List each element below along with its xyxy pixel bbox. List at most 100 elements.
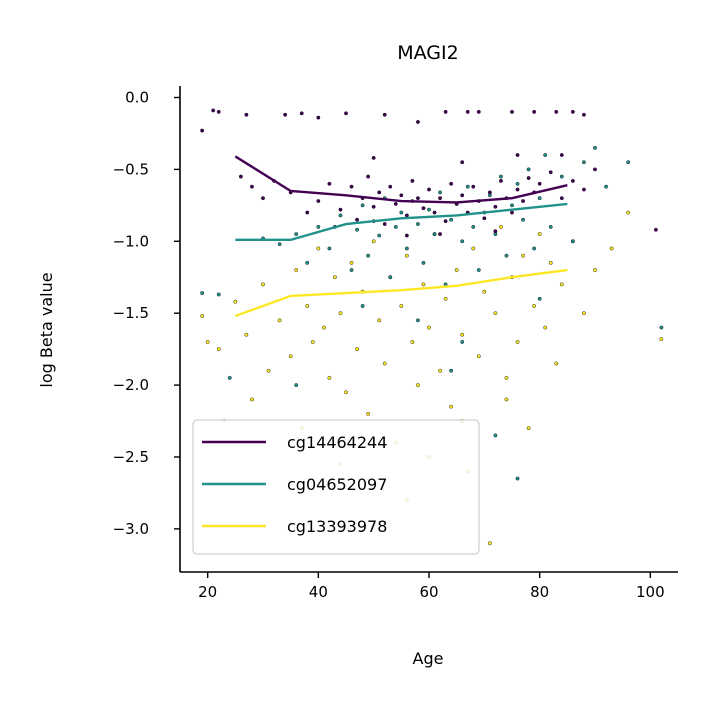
scatter-point xyxy=(366,174,371,179)
scatter-point xyxy=(404,233,409,238)
scatter-point xyxy=(316,246,321,251)
scatter-point xyxy=(377,190,382,195)
scatter-point xyxy=(382,361,387,366)
trend-line-cg13393978 xyxy=(234,268,568,318)
y-tick-label: −1.0 xyxy=(113,232,149,250)
scatter-point xyxy=(582,311,586,316)
scatter-point xyxy=(582,187,586,192)
scatter-point xyxy=(377,318,382,323)
scatter-point xyxy=(305,210,310,215)
scatter-point xyxy=(277,242,282,247)
scatter-point xyxy=(349,184,354,189)
scatter-point xyxy=(521,217,525,222)
scatter-point xyxy=(493,311,498,316)
scatter-point xyxy=(404,253,409,258)
scatter-point xyxy=(349,260,354,265)
scatter-point xyxy=(244,332,249,337)
y-tick-label: −1.5 xyxy=(113,304,149,322)
y-ticks: 0.0 −0.5 −1.0 −1.5 −2.0 −2.5 −3.0 xyxy=(113,89,180,538)
scatter-point xyxy=(493,229,498,234)
legend: cg14464244 cg04652097 cg13393978 xyxy=(192,419,480,555)
scatter-point xyxy=(327,181,332,186)
scatter-point xyxy=(515,340,520,344)
scatter-point xyxy=(416,222,420,226)
scatter-point xyxy=(559,196,564,201)
y-axis-label: log Beta value xyxy=(37,272,56,387)
scatter-group-cg04652097 xyxy=(200,145,664,481)
scatter-point xyxy=(570,109,575,114)
scatter-point xyxy=(360,304,365,308)
scatter-point xyxy=(604,184,608,189)
scatter-point xyxy=(427,325,431,330)
scatter-point xyxy=(416,383,420,387)
scatter-point xyxy=(410,178,415,183)
y-tick-label: −0.5 xyxy=(113,160,149,178)
scatter-point xyxy=(421,206,426,211)
scatter-point xyxy=(465,184,470,189)
scatter-point xyxy=(570,178,575,183)
scatter-point xyxy=(355,347,359,352)
scatter-point xyxy=(200,128,205,133)
scatter-point xyxy=(499,178,503,183)
y-tick-label: 0.0 xyxy=(125,89,149,107)
scatter-point xyxy=(371,155,376,160)
scatter-point xyxy=(438,368,442,373)
x-tick-label: 80 xyxy=(530,583,549,601)
scatter-point xyxy=(443,219,448,224)
scatter-point xyxy=(493,433,498,438)
scatter-point xyxy=(460,160,465,165)
scatter-point xyxy=(499,225,503,229)
scatter-point xyxy=(582,160,586,165)
scatter-point xyxy=(200,314,205,318)
scatter-point xyxy=(593,145,597,150)
scatter-point xyxy=(482,289,487,294)
scatter-point xyxy=(460,332,465,337)
legend-label: cg13393978 xyxy=(287,517,387,536)
plot-area xyxy=(200,108,664,546)
scatter-point xyxy=(471,225,476,229)
scatter-point xyxy=(532,246,537,251)
y-tick-label: −3.0 xyxy=(113,520,149,538)
scatter-point xyxy=(393,225,398,229)
scatter-point xyxy=(366,253,371,258)
scatter-point xyxy=(416,318,420,323)
scatter-point xyxy=(449,368,454,373)
legend-label: cg14464244 xyxy=(287,433,387,452)
scatter-point xyxy=(338,213,343,218)
y-tick-label: −2.0 xyxy=(113,376,149,394)
scatter-point xyxy=(460,340,465,344)
scatter-point xyxy=(404,246,409,251)
x-tick-label: 60 xyxy=(419,583,438,601)
scatter-point xyxy=(526,167,531,172)
scatter-point xyxy=(305,304,310,308)
scatter-point xyxy=(449,404,454,409)
scatter-point xyxy=(432,210,437,215)
scatter-point xyxy=(416,120,420,124)
scatter-point xyxy=(559,174,564,179)
x-ticks: 20 40 60 80 100 xyxy=(198,572,665,601)
scatter-point xyxy=(570,239,575,244)
scatter-point xyxy=(559,282,564,287)
scatter-point xyxy=(438,196,442,201)
scatter-point xyxy=(482,216,487,221)
scatter-point xyxy=(261,196,265,201)
scatter-point xyxy=(537,181,542,186)
scatter-point xyxy=(216,292,221,297)
scatter-point xyxy=(338,311,343,316)
scatter-point xyxy=(543,325,548,330)
scatter-point xyxy=(327,375,332,380)
scatter-point xyxy=(294,383,299,387)
scatter-point xyxy=(510,109,514,114)
scatter-point xyxy=(388,275,393,280)
scatter-point xyxy=(476,354,481,359)
scatter-point xyxy=(609,246,614,251)
scatter-point xyxy=(404,213,409,218)
scatter-point xyxy=(487,190,492,195)
scatter-point xyxy=(216,109,221,114)
scatter-point xyxy=(460,239,465,244)
scatter-point xyxy=(626,210,631,215)
scatter-point xyxy=(515,181,520,186)
scatter-point xyxy=(388,184,393,189)
scatter-point xyxy=(294,232,299,237)
scatter-point xyxy=(510,203,514,208)
